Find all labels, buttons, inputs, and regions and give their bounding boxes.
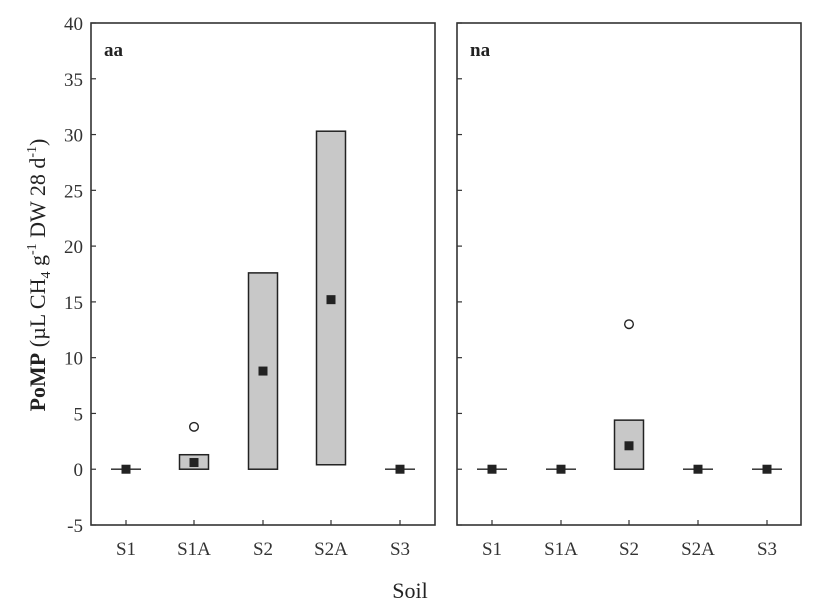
box-S2 bbox=[247, 272, 279, 470]
x-tick-label: S1A bbox=[177, 539, 211, 560]
panel-aa: aa -5 0 5 10 15 20 25 30 35 40 S1 S1A S2 S2A S3 bbox=[64, 14, 436, 560]
y-tick-label: 40 bbox=[64, 14, 83, 35]
panel-label: aa bbox=[104, 40, 124, 61]
median-marker bbox=[487, 464, 497, 474]
median-marker bbox=[762, 464, 772, 474]
y-tick-label: 15 bbox=[64, 293, 83, 314]
x-axis-title: Soil bbox=[392, 578, 427, 603]
y-tick-label: -5 bbox=[67, 516, 83, 537]
y-axis-title: PoMP (µL CH4 g-1 DW 28 d-1) bbox=[25, 139, 54, 412]
outlier-marker bbox=[624, 319, 635, 330]
box-S2A bbox=[683, 464, 713, 474]
median-marker bbox=[624, 441, 634, 451]
y-tick-label: 10 bbox=[64, 349, 83, 370]
box-S1 bbox=[111, 464, 141, 474]
outlier-marker bbox=[188, 421, 199, 432]
y-tick-label: 30 bbox=[64, 126, 83, 147]
x-tick-label: S3 bbox=[757, 539, 777, 560]
box-S3 bbox=[385, 464, 415, 474]
median-marker bbox=[556, 464, 566, 474]
x-tick-label: S1A bbox=[544, 539, 578, 560]
y-tick-label: 25 bbox=[64, 181, 83, 202]
panel-label: na bbox=[470, 40, 491, 61]
y-tick-label: 20 bbox=[64, 237, 83, 258]
box-S1A bbox=[178, 421, 210, 470]
box-S2A bbox=[315, 130, 347, 466]
svg-text:PoMP (µL CH4 g-1 DW 28 d-1): PoMP (µL CH4 g-1 DW 28 d-1) bbox=[25, 139, 54, 412]
panel-na: na S1 S1A S2 S2A S3 bbox=[456, 22, 802, 560]
median-marker bbox=[395, 464, 405, 474]
box-S1A bbox=[546, 464, 576, 474]
box-S1 bbox=[477, 464, 507, 474]
y-tick-label: 35 bbox=[64, 70, 83, 91]
x-tick-label: S1 bbox=[482, 539, 502, 560]
x-tick-label: S1 bbox=[116, 539, 136, 560]
median-marker bbox=[693, 464, 703, 474]
x-tick-label: S2 bbox=[619, 539, 639, 560]
median-marker bbox=[258, 366, 268, 376]
x-tick-label: S3 bbox=[390, 539, 410, 560]
median-marker bbox=[326, 295, 336, 305]
x-tick-label: S2A bbox=[314, 539, 348, 560]
median-marker bbox=[121, 464, 131, 474]
x-tick-label: S2 bbox=[253, 539, 273, 560]
y-tick-label: 0 bbox=[74, 460, 84, 481]
y-tick-label: 5 bbox=[74, 404, 84, 425]
box-S2 bbox=[613, 319, 645, 470]
box-S3 bbox=[752, 464, 782, 474]
x-tick-label: S2A bbox=[681, 539, 715, 560]
median-marker bbox=[189, 458, 199, 468]
